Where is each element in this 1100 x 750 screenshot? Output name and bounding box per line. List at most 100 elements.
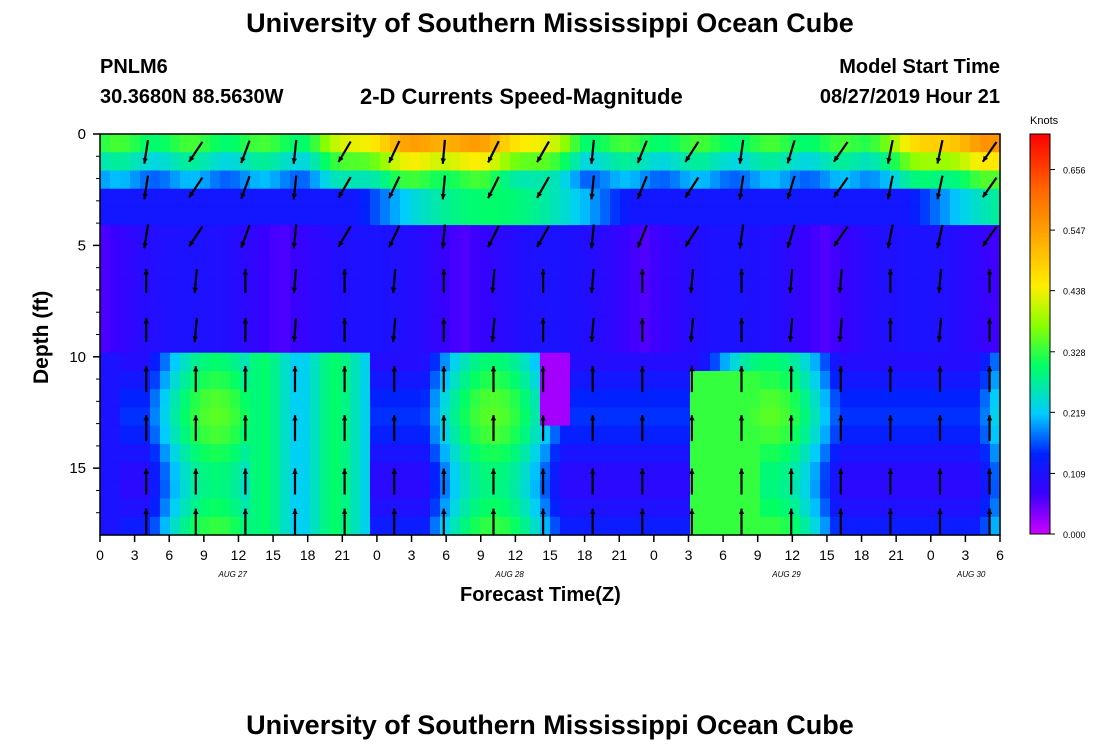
heatmap-cell [870,279,881,299]
heatmap-cell [210,352,221,372]
heatmap-cell [490,316,501,336]
heatmap-cell [530,480,541,500]
heatmap-cell [480,480,491,500]
heatmap-cell [360,443,371,463]
heatmap-cell [300,261,311,281]
current-vector [540,415,546,442]
current-vector [240,140,251,164]
heatmap-cell [230,298,241,317]
heatmap-cell [330,389,341,408]
heatmap-cell [260,134,271,153]
heatmap-cell [290,334,301,354]
heatmap-cell [450,334,461,354]
heatmap-cell [740,425,751,445]
heatmap-cell [960,243,971,263]
heatmap-cell [210,298,221,317]
heatmap-cell [680,261,691,281]
heatmap-cell [620,206,631,226]
heatmap-cell [600,188,611,208]
heatmap-cell [700,188,711,208]
heatmap-cell [350,407,361,427]
heatmap-cell [970,316,981,336]
heatmap-cell [750,243,761,263]
heatmap-cell [980,443,991,463]
heatmap-cell [720,462,731,481]
heatmap-cell [100,206,111,226]
heatmap-cell [380,279,391,299]
heatmap-cell [360,298,371,317]
current-vector [341,508,348,535]
heatmap-cell [870,480,881,500]
heatmap-cell [950,152,961,171]
heatmap-cell [690,443,701,463]
heatmap-cell [510,371,521,390]
heatmap-cell [630,188,641,208]
heatmap-cell [420,352,431,372]
current-vector [240,175,251,200]
current-vector [540,318,546,342]
heatmap-cell [570,134,581,153]
x-tick-label: 0 [96,547,104,563]
heatmap-cell [410,225,421,244]
x-tick-label: 3 [685,547,693,563]
heatmap-cell [250,462,261,481]
heatmap-cell [700,352,711,372]
heatmap-cell [870,261,881,281]
heatmap-cell [470,462,481,481]
heatmap-cell [570,298,581,317]
heatmap-cell [180,243,191,263]
heatmap-cell [400,389,411,408]
heatmap-cell [740,462,751,481]
heatmap-cell [500,316,511,336]
heatmap-cell [570,261,581,281]
heatmap-cell [950,407,961,427]
heatmap-cell [560,498,571,518]
heatmap-cell [370,170,381,190]
x-tick-label: 6 [719,547,727,563]
heatmap-cell [660,425,671,445]
heatmap-cell [590,498,601,518]
heatmap-cell [690,316,701,336]
heatmap-cell [170,279,181,299]
heatmap-cell [150,443,161,463]
heatmap-cell [200,498,211,518]
heatmap-cell [200,425,211,445]
heatmap-cell [810,462,821,481]
current-vector [837,269,843,294]
heatmap-cell [410,443,421,463]
heatmap-cell [990,279,1001,299]
heatmap-cell [990,443,1001,463]
heatmap-cell [650,279,661,299]
current-vector [737,224,745,249]
heatmap-cell [670,261,681,281]
heatmap-cell [100,371,111,390]
heatmap-cell [410,243,421,263]
heatmap-cell [580,225,591,244]
current-vector [886,139,894,164]
heatmap-cell [690,188,701,208]
heatmap-cell [320,425,331,445]
heatmap-cell [550,498,561,518]
heatmap-cell [830,261,841,281]
heatmap-cell [360,371,371,390]
heatmap-cell [780,279,791,299]
heatmap-cell [760,407,771,427]
heatmap-cell [460,243,471,263]
heatmap-cell [930,334,941,354]
heatmap-cell [850,352,861,372]
heatmap-cell [970,243,981,263]
heatmap-cell [200,279,211,299]
heatmap-cell [720,279,731,299]
current-vector [787,318,794,343]
heatmap-cell [660,334,671,354]
heatmap-cell [580,206,591,226]
heatmap-cell [410,188,421,208]
heatmap-cell [430,316,441,336]
heatmap-cell [650,261,661,281]
heatmap-cell [660,371,671,390]
heatmap-cell [250,334,261,354]
heatmap-cell [590,407,601,427]
heatmap-cell [780,261,791,281]
heatmap-cell [300,462,311,481]
heatmap-cell [960,516,971,536]
